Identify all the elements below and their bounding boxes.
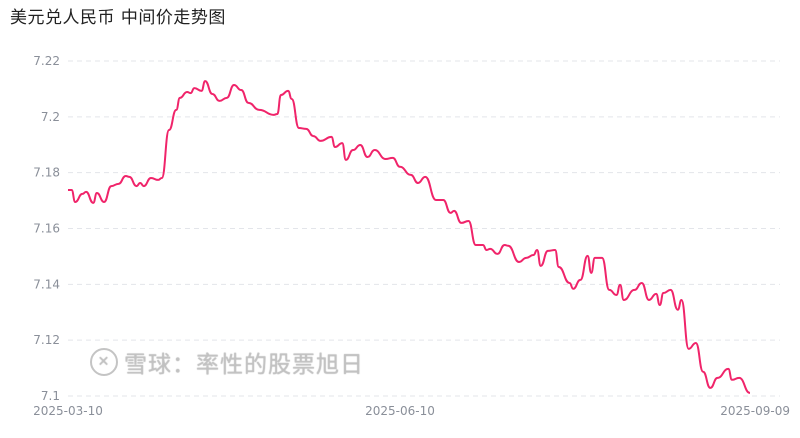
series-line (67, 80, 751, 394)
y-tick-label: 7.12 (33, 333, 60, 347)
x-tick-label: 2025-03-10 (33, 404, 103, 418)
chart-title: 美元兑人民币 中间价走势图 (10, 8, 226, 28)
y-tick-label: 7.1 (41, 389, 60, 403)
x-tick-label: 2025-09-09 (720, 404, 790, 418)
y-tick-label: 7.22 (33, 54, 60, 68)
y-tick-label: 7.16 (33, 222, 60, 236)
y-tick-label: 7.14 (33, 277, 60, 291)
watermark: ✕ 雪球：率性的股票旭日 (90, 345, 364, 379)
x-tick-label: 2025-06-10 (365, 404, 435, 418)
xueqiu-logo-icon: ✕ (90, 348, 118, 376)
y-tick-label: 7.2 (41, 110, 60, 124)
y-tick-label: 7.18 (33, 166, 60, 180)
watermark-text: 雪球：率性的股票旭日 (124, 352, 364, 378)
